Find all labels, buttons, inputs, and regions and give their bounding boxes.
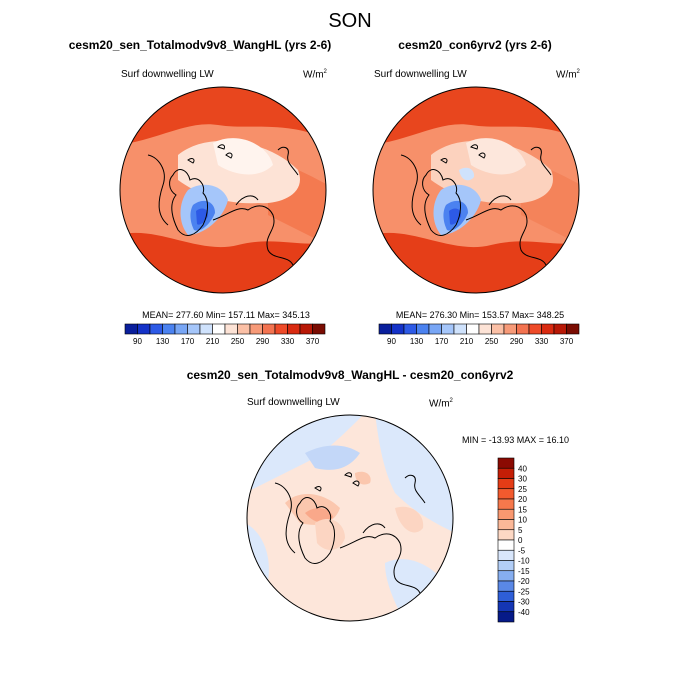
figure-title: SON bbox=[328, 10, 372, 32]
panel3-colorbar-tick-label: -30 bbox=[518, 598, 530, 607]
panel1-colorbar-swatch bbox=[162, 323, 176, 335]
panel3-colorbar-swatch bbox=[497, 549, 515, 561]
panel2-colorbar-swatch bbox=[478, 323, 492, 335]
panel2-colorbar-tick-label: 330 bbox=[535, 337, 549, 346]
panel3-colorbar-tick-label: 0 bbox=[518, 536, 523, 545]
panel3-colorbar-tick-label: 15 bbox=[518, 505, 527, 514]
panel3-title: cesm20_sen_Totalmodv9v8_WangHL - cesm20_… bbox=[186, 368, 514, 382]
panel3-colorbar-swatch bbox=[497, 570, 515, 582]
panel2-colorbar-swatch bbox=[503, 323, 517, 335]
panel1-colorbar-swatch bbox=[262, 323, 276, 335]
panel1-title: cesm20_sen_Totalmodv9v8_WangHL (yrs 2-6) bbox=[68, 38, 332, 52]
panel2-colorbar-swatch bbox=[541, 323, 555, 335]
panel3-colorbar-swatch bbox=[497, 590, 515, 602]
panel1-colorbar-tick-label: 130 bbox=[156, 337, 170, 346]
panel1-colorbar-swatch bbox=[299, 323, 313, 335]
panel3-stats: MIN = -13.93 MAX = 16.10 bbox=[462, 435, 570, 445]
panel2-colorbar-swatch bbox=[403, 323, 417, 335]
panel2-colorbar-tick-label: 130 bbox=[410, 337, 424, 346]
panel3-polar-map bbox=[246, 414, 454, 622]
panel1-colorbar-swatch bbox=[312, 323, 326, 335]
panel2-colorbar-tick-label: 250 bbox=[485, 337, 499, 346]
panel2-units: W/m2 bbox=[556, 69, 580, 81]
panel1-colorbar-tick-label: 330 bbox=[281, 337, 295, 346]
panel1-variable-label: Surf downwelling LW bbox=[121, 69, 214, 80]
panel1-colorbar-swatch bbox=[212, 323, 226, 335]
panel3-colorbar-swatch bbox=[497, 498, 515, 510]
panel2-variable-label: Surf downwelling LW bbox=[374, 69, 467, 80]
panel3-colorbar-tick-label: -40 bbox=[518, 608, 530, 617]
panel2-colorbar-swatch bbox=[441, 323, 455, 335]
panel3-colorbar-tick-label: -10 bbox=[518, 557, 530, 566]
panel3-colorbar-swatch bbox=[497, 488, 515, 500]
panel3-colorbar-tick-label: 20 bbox=[518, 495, 527, 504]
panel1-colorbar-tick-label: 170 bbox=[181, 337, 195, 346]
panel2-polar-map bbox=[372, 86, 580, 294]
panel3-variable-label: Surf downwelling LW bbox=[247, 397, 340, 408]
panel1-colorbar-swatch bbox=[149, 323, 163, 335]
panel1-colorbar-swatch bbox=[199, 323, 213, 335]
panel3-colorbar-tick-label: -20 bbox=[518, 577, 530, 586]
panel3-colorbar-tick-label: -15 bbox=[518, 567, 530, 576]
panel2-colorbar-tick-label: 170 bbox=[435, 337, 449, 346]
panel1-colorbar-swatch bbox=[224, 323, 238, 335]
panel3-colorbar-tick-label: 10 bbox=[518, 516, 527, 525]
panel2-colorbar-tick-label: 90 bbox=[387, 337, 396, 346]
panel1-colorbar-swatch bbox=[249, 323, 263, 335]
panel1-colorbar-tick-label: 290 bbox=[256, 337, 270, 346]
panel3-colorbar-swatch bbox=[497, 580, 515, 592]
panel1-colorbar-swatch bbox=[187, 323, 201, 335]
panel2-colorbar-swatch bbox=[453, 323, 467, 335]
panel2-colorbar-swatch bbox=[516, 323, 530, 335]
panel1-colorbar-swatch bbox=[137, 323, 151, 335]
panel3-colorbar-tick-label: -25 bbox=[518, 587, 530, 596]
panel3-colorbar-swatch bbox=[497, 519, 515, 531]
panel1-colorbar-swatch bbox=[237, 323, 251, 335]
panel3-colorbar-swatch bbox=[497, 478, 515, 490]
panel3-colorbar-tick-label: 25 bbox=[518, 485, 527, 494]
panel3-colorbar-swatch bbox=[497, 611, 515, 623]
panel2-colorbar-tick-label: 290 bbox=[510, 337, 524, 346]
panel1-units: W/m2 bbox=[303, 69, 327, 81]
panel1-colorbar-swatch bbox=[274, 323, 288, 335]
panel1-colorbar-swatch bbox=[124, 323, 138, 335]
panel1-colorbar-swatch bbox=[287, 323, 301, 335]
panel2-colorbar-swatch bbox=[491, 323, 505, 335]
panel3-colorbar-swatch bbox=[497, 457, 515, 469]
panel2-colorbar-swatch bbox=[528, 323, 542, 335]
panel2-colorbar-tick-label: 210 bbox=[460, 337, 474, 346]
panel3-colorbar-swatch bbox=[497, 529, 515, 541]
panel3-colorbar-swatch bbox=[497, 539, 515, 551]
panel2-colorbar: 90 130 170 210 250 290 330 370 bbox=[378, 323, 580, 346]
panel2-title: cesm20_con6yrv2 (yrs 2-6) bbox=[398, 38, 552, 52]
panel3-units: W/m2 bbox=[429, 398, 453, 410]
panel2-colorbar-swatch bbox=[391, 323, 405, 335]
panel1-colorbar-swatch bbox=[174, 323, 188, 335]
panel2-colorbar-swatch bbox=[553, 323, 567, 335]
panel3-colorbar-swatch bbox=[497, 601, 515, 613]
panel2-stats: MEAN= 276.30 Min= 153.57 Max= 348.25 bbox=[395, 310, 565, 320]
panel1-colorbar-tick-label: 250 bbox=[231, 337, 245, 346]
panel2-colorbar-swatch bbox=[566, 323, 580, 335]
panel2-colorbar-swatch bbox=[428, 323, 442, 335]
panel2-colorbar-swatch bbox=[416, 323, 430, 335]
panel1-colorbar-tick-label: 370 bbox=[306, 337, 320, 346]
panel1-polar-map bbox=[119, 86, 327, 294]
panel1-colorbar-tick-label: 210 bbox=[206, 337, 220, 346]
panel2-colorbar-swatch bbox=[466, 323, 480, 335]
panel3-colorbar-swatch bbox=[497, 508, 515, 520]
panel3-colorbar-swatch bbox=[497, 560, 515, 572]
panel3-colorbar-tick-label: 5 bbox=[518, 526, 523, 535]
panel3-colorbar-tick-label: 30 bbox=[518, 475, 527, 484]
panel2-colorbar-swatch bbox=[378, 323, 392, 335]
panel1-colorbar: 90 130 170 210 250 290 330 370 bbox=[124, 323, 326, 346]
panel3-colorbar-tick-label: 40 bbox=[518, 464, 527, 473]
panel2-colorbar-tick-label: 370 bbox=[560, 337, 574, 346]
panel3-colorbar-tick-label: -5 bbox=[518, 546, 526, 555]
panel1-colorbar-tick-label: 90 bbox=[133, 337, 142, 346]
panel1-stats: MEAN= 277.60 Min= 157.11 Max= 345.13 bbox=[142, 310, 310, 320]
panel3-colorbar-swatch bbox=[497, 467, 515, 479]
